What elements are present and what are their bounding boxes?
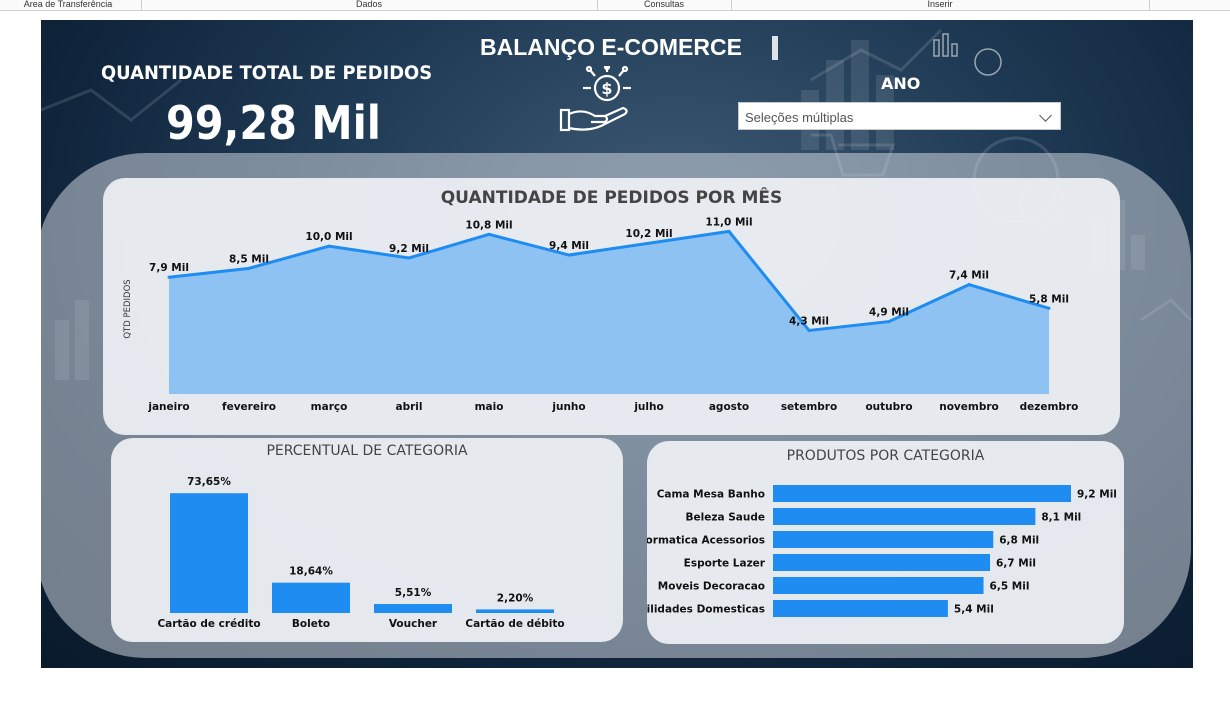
- data-label: 18,64%: [289, 566, 333, 578]
- data-label: 2,20%: [497, 592, 534, 604]
- ribbon-section-clipboard[interactable]: Área de Transferência: [0, 0, 142, 10]
- kpi-value: 99,28 Mil: [166, 96, 381, 150]
- ribbon-section-insert[interactable]: Inserir: [731, 0, 1150, 10]
- bar[interactable]: [374, 604, 452, 613]
- y-axis-label: QTD PEDIDOS: [123, 279, 133, 338]
- kpi-label: QUANTIDADE TOTAL DE PEDIDOS: [101, 62, 433, 84]
- payment-category-title: PERCENTUAL DE CATEGORIA: [266, 443, 468, 459]
- data-label: 6,5 Mil: [990, 581, 1030, 593]
- data-label: 10,2 Mil: [625, 228, 672, 240]
- data-point[interactable]: [967, 283, 971, 287]
- products-category-chart: Cama Mesa Banho 9,2 Mil Beleza Saude 8,1 Mi…: [647, 485, 1117, 617]
- x-tick-label: novembro: [939, 401, 999, 413]
- report-canvas: BALANÇO E-COMERCE $ QUANTIDADE TOTAL DE …: [41, 20, 1193, 668]
- x-tick-label: agosto: [709, 401, 749, 413]
- data-label: 73,65%: [187, 476, 231, 488]
- bar[interactable]: [773, 531, 994, 548]
- orders-by-month-title: QUANTIDADE DE PEDIDOS POR MÊS: [440, 188, 783, 208]
- bar[interactable]: [170, 493, 248, 613]
- x-tick-label: Boleto: [292, 618, 330, 630]
- data-point[interactable]: [407, 256, 411, 260]
- data-label: 7,4 Mil: [949, 270, 989, 282]
- products-category-title: PRODUTOS POR CATEGORIA: [786, 448, 985, 464]
- bar[interactable]: [773, 508, 1036, 525]
- data-label: 8,1 Mil: [1041, 512, 1081, 524]
- products-category-panel: PRODUTOS POR CATEGORIA Cama Mesa Banho 9,…: [647, 441, 1124, 644]
- bar[interactable]: [773, 485, 1071, 502]
- data-point[interactable]: [567, 253, 571, 257]
- data-label: 4,9 Mil: [869, 307, 909, 319]
- data-label: 4,3 Mil: [789, 315, 829, 327]
- data-point[interactable]: [807, 328, 811, 332]
- x-tick-label: setembro: [781, 401, 837, 413]
- data-point[interactable]: [887, 320, 891, 324]
- svg-text:$: $: [601, 79, 612, 98]
- data-label: 9,2 Mil: [1077, 489, 1117, 501]
- y-tick-label: Cama Mesa Banho: [657, 489, 765, 501]
- ribbon-section-queries[interactable]: Consultas: [597, 0, 732, 10]
- data-label: 5,8 Mil: [1029, 293, 1069, 305]
- y-tick-label: Utilidades Domesticas: [647, 604, 765, 616]
- data-point[interactable]: [727, 229, 731, 233]
- x-tick-label: Voucher: [389, 618, 438, 630]
- year-filter-label: ANO: [881, 74, 921, 93]
- data-label: 10,0 Mil: [305, 231, 352, 243]
- orders-by-month-panel: QUANTIDADE DE PEDIDOS POR MÊS 7,9 Mil jan…: [103, 178, 1120, 435]
- x-tick-label: fevereiro: [222, 401, 276, 413]
- data-label: 7,9 Mil: [149, 262, 189, 274]
- year-filter-dropdown[interactable]: Seleções múltiplas: [738, 102, 1061, 130]
- ribbon-bar: Área de Transferência Dados Consultas In…: [0, 0, 1230, 11]
- bar[interactable]: [476, 609, 554, 613]
- data-label: 11,0 Mil: [705, 216, 752, 228]
- bar[interactable]: [773, 577, 984, 594]
- x-tick-label: Cartão de crédito: [157, 618, 260, 630]
- payment-category-panel: PERCENTUAL DE CATEGORIA 73,65% Cartão de …: [111, 438, 623, 642]
- data-label: 9,2 Mil: [389, 243, 429, 255]
- y-tick-label: Moveis Decoracao: [658, 581, 765, 593]
- data-point[interactable]: [487, 232, 491, 236]
- series-line: [168, 229, 1050, 333]
- data-label: 6,8 Mil: [999, 535, 1039, 547]
- bar[interactable]: [272, 582, 350, 613]
- data-label: 9,4 Mil: [549, 240, 589, 252]
- data-label: 5,51%: [395, 587, 432, 599]
- series-area: [169, 231, 1049, 394]
- data-label: 10,8 Mil: [465, 219, 512, 231]
- payment-category-chart: 73,65% Cartão de crédito 18,64% Boleto 5,51%…: [157, 476, 564, 630]
- data-point[interactable]: [327, 244, 331, 248]
- year-filter-value: Seleções múltiplas: [745, 110, 854, 125]
- data-point[interactable]: [247, 266, 251, 270]
- x-tick-label: março: [311, 401, 348, 413]
- bar[interactable]: [773, 600, 948, 617]
- chevron-down-icon[interactable]: [1039, 109, 1052, 122]
- orders-by-month-chart: 7,9 Mil janeiro 8,5 Mil fevereiro 10,0 Mil ma…: [123, 216, 1079, 413]
- money-hand-icon: $: [559, 66, 631, 132]
- data-label: 5,4 Mil: [954, 604, 994, 616]
- ribbon-section-data[interactable]: Dados: [141, 0, 598, 10]
- x-tick-label: Cartão de débito: [465, 618, 564, 630]
- x-tick-label: abril: [396, 401, 423, 413]
- x-tick-label: junho: [551, 401, 585, 413]
- data-label: 8,5 Mil: [229, 253, 269, 265]
- data-point[interactable]: [1047, 306, 1051, 310]
- y-tick-label: Esporte Lazer: [684, 558, 766, 570]
- y-tick-label: Beleza Saude: [686, 512, 765, 524]
- x-tick-label: outubro: [865, 401, 912, 413]
- bar[interactable]: [773, 554, 991, 571]
- report-title: BALANÇO E-COMERCE: [480, 34, 742, 60]
- x-tick-label: julho: [633, 401, 663, 413]
- data-point[interactable]: [647, 241, 651, 245]
- x-tick-label: maio: [475, 401, 504, 413]
- x-tick-label: dezembro: [1020, 401, 1079, 413]
- data-label: 6,7 Mil: [996, 558, 1036, 570]
- x-tick-label: janeiro: [147, 401, 189, 413]
- data-point[interactable]: [167, 275, 171, 279]
- y-tick-label: Informatica Acessorios: [647, 535, 765, 547]
